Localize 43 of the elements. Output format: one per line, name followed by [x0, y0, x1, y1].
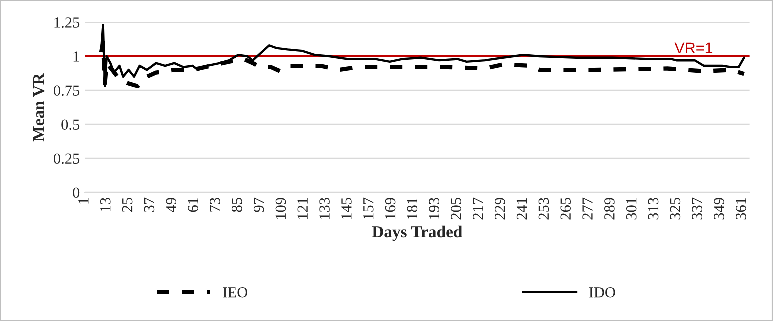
- x-tick-label: 217: [473, 198, 484, 220]
- x-axis-title: Days Traded: [372, 226, 463, 242]
- y-tick-label: 1: [74, 52, 80, 62]
- x-tick-label: 1: [78, 198, 89, 204]
- x-tick-label: 109: [276, 198, 286, 220]
- legend-label: IDO: [589, 287, 616, 298]
- line-series: [100, 24, 746, 88]
- x-tick-label: 61: [188, 198, 198, 212]
- x-tick-label: 121: [298, 198, 308, 220]
- x-tick-label: 349: [714, 198, 724, 220]
- ref-line-label: VR=1: [674, 42, 713, 54]
- x-tick-label: 301: [626, 198, 637, 220]
- x-tick-label: 229: [494, 198, 506, 220]
- x-tick-label: 241: [516, 198, 528, 220]
- y-tick-label: 0.25: [54, 154, 80, 164]
- y-tick-label: 0: [73, 188, 80, 198]
- x-tick-label: 265: [560, 198, 571, 220]
- x-tick-label: 253: [538, 198, 550, 220]
- x-tick-label: 313: [648, 198, 659, 220]
- y-tick-label: 0.5: [62, 120, 80, 130]
- x-tick-label: 25: [122, 198, 133, 212]
- y-tick-label: 0.75: [54, 86, 80, 96]
- x-tick-label: 73: [210, 198, 220, 212]
- x-tick-label: 157: [364, 198, 374, 220]
- x-tick-label: 361: [736, 198, 746, 220]
- x-tick-label: 49: [166, 198, 177, 212]
- x-tick-label: 169: [385, 198, 396, 220]
- x-tick-label: 325: [670, 198, 681, 220]
- x-tick-label: 97: [254, 198, 264, 212]
- y-axis-title: Mean VR: [33, 73, 45, 142]
- x-tick-label: 289: [604, 198, 615, 220]
- y-tick-label: 1.25: [54, 18, 80, 28]
- x-tick-label: 133: [320, 198, 330, 220]
- legend-label: IEO: [223, 287, 248, 298]
- x-tick-label: 145: [342, 198, 352, 220]
- x-tick-label: 37: [144, 198, 155, 212]
- x-tick-label: 277: [582, 198, 593, 220]
- x-tick-label: 193: [429, 198, 440, 220]
- x-tick-label: 337: [692, 198, 702, 220]
- x-tick-label: 205: [451, 198, 462, 220]
- x-tick-label: 13: [100, 198, 111, 212]
- x-tick-label: 85: [232, 198, 242, 212]
- x-tick-label: 181: [407, 198, 418, 220]
